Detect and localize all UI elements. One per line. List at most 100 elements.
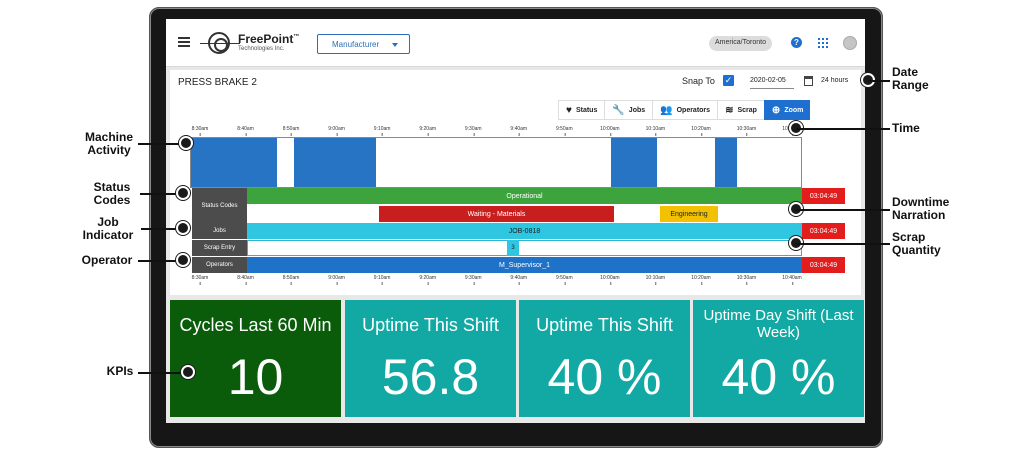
time-tick-label: 10:20am [691,275,711,285]
kpi-cycles: Cycles Last 60 Min 10 [170,300,341,417]
time-tick-label: 8:50am [282,126,300,136]
kpi-value: 10 [227,349,284,405]
status-button[interactable]: ♥ Status [558,100,605,120]
calendar-icon[interactable] [804,76,813,86]
time-tick-label: 9:50am [555,275,573,285]
jobs-button[interactable]: 🔧 Jobs [604,100,653,120]
callout-line [138,143,186,145]
time-axis-top: 8:30am 8:40am 8:50am 9:00am 9:10am 9:20am 9:30… [170,126,861,136]
date-input[interactable]: 2020-02-05 [750,77,786,84]
app-header: FreePoint™ Technologies Inc. Manufacture… [166,19,865,67]
time-tick-label: 8:50am [282,275,300,285]
zoom-button-label: Zoom [784,106,804,114]
time-tick-label: 8:30am [191,275,209,285]
callout-dot [176,253,190,267]
callout-dot [176,186,190,200]
logo-subtitle: Technologies Inc. [238,46,285,52]
callout-time: Time [892,121,920,135]
scrap-button[interactable]: ≋ Scrap [717,100,764,120]
time-tick-label: 9:10am [373,275,391,285]
kpi-title: Uptime This Shift [362,315,499,335]
status-operational-bar[interactable]: Operational [247,188,802,204]
time-tick-label: 10:30am [736,275,757,285]
time-tick-label: 9:20am [419,275,437,285]
scrap-quantity-marker[interactable]: 3 [507,240,519,256]
callout-line [796,209,890,211]
time-tick-label: 8:30am [191,126,209,136]
range-select[interactable]: 24 hours [821,77,849,84]
snap-to-label: Snap To [682,76,715,86]
callout-line [140,193,186,195]
callout-date-range: Date Range [892,65,929,92]
operators-timer: 03:04:49 [802,257,845,273]
scrap-track [247,240,802,256]
callout-dot [176,221,190,235]
scrap-button-label: Scrap [737,106,757,114]
status-codes-label: Status Codes [192,188,247,223]
logo-name: FreePoint™ [238,32,300,46]
callout-operator: Operator [81,253,133,267]
time-tick-label: 9:40am [510,126,528,136]
callout-line [141,228,186,230]
kpi-title: Uptime This Shift [536,315,673,335]
activity-block [191,138,277,187]
kpi-title: Uptime Day Shift (Last Week) [703,307,854,341]
role-select[interactable]: Manufacturer [317,34,410,54]
activity-block [611,138,657,187]
kpi-value: 56.8 [381,349,480,405]
app-screen: FreePoint™ Technologies Inc. Manufacture… [166,19,865,423]
layers-icon: ≋ [725,104,734,116]
kpi-uptime-shift: Uptime This Shift 56.8 [345,300,516,417]
status-button-label: Status [575,106,598,114]
menu-icon[interactable] [178,37,190,47]
callout-line [138,260,186,262]
scrap-entry-label: Scrap Entry [192,240,247,256]
time-tick-label: 9:50am [555,126,573,136]
time-tick-label: 10:30am [736,126,757,136]
operator-bar[interactable]: M_Supervisor_1 [247,257,802,273]
callout-kpis: KPIs [106,364,134,378]
help-icon[interactable]: ? [791,37,802,48]
snap-to-checkbox[interactable]: ✓ [723,75,734,86]
kpi-value: 40 % [721,349,836,405]
callout-scrap-quantity: Scrap Quantity [892,230,941,257]
time-tick-label: 9:00am [328,126,345,136]
time-tick-label: 10:00am [600,126,620,136]
kpi-uptime-shift-percent: Uptime This Shift 40 % [519,300,690,417]
heartbeat-icon: ♥ [566,104,572,116]
callout-line [796,243,890,245]
timezone-chip[interactable]: America/Toronto [709,36,772,51]
chevron-down-icon [392,43,398,47]
time-tick-label: 10:40am [782,275,802,285]
callout-status-codes: Status Codes [93,180,131,207]
view-toolbar: ♥ Status 🔧 Jobs 👥 Operators ≋ Scrap ⊕ [558,100,811,120]
callout-job-indicator: Job Indicator [82,215,134,242]
status-engineering-bar[interactable]: Engineering [660,206,718,222]
callout-downtime-narration: Downtime Narration [892,195,950,222]
callout-line [868,80,890,82]
callout-dot [181,365,195,379]
time-tick-label: 9:40am [510,275,528,285]
machine-panel: PRESS BRAKE 2 Snap To ✓ 2020-02-05 24 ho… [170,70,861,295]
job-bar[interactable]: JOB-0818 [247,223,802,239]
time-tick-label: 10:10am [645,126,666,136]
time-tick-label: 8:40am [237,275,254,285]
time-axis-bottom: 8:30am 8:40am 8:50am 9:00am 9:10am 9:20am 9:30… [170,275,861,285]
callout-line [138,372,188,374]
apps-grid-icon[interactable] [818,38,828,48]
time-tick-label: 9:00am [328,275,345,285]
callout-machine-activity: Machine Activity [84,130,133,157]
zoom-icon: ⊕ [771,104,781,116]
status-waiting-bar[interactable]: Waiting - Materials [379,206,614,222]
account-avatar-icon[interactable] [843,36,857,50]
operators-button[interactable]: 👥 Operators [652,100,718,120]
jobs-timer: 03:04:49 [802,223,845,239]
operators-button-label: Operators [676,106,711,114]
status-timer: 03:04:49 [802,188,845,204]
kpi-title: Cycles Last 60 Min [179,315,332,335]
users-icon: 👥 [660,104,673,116]
time-tick-label: 9:30am [464,275,482,285]
kpi-uptime-day-shift: Uptime Day Shift (Last Week) 40 % [693,300,864,417]
zoom-button[interactable]: ⊕ Zoom [763,100,811,120]
